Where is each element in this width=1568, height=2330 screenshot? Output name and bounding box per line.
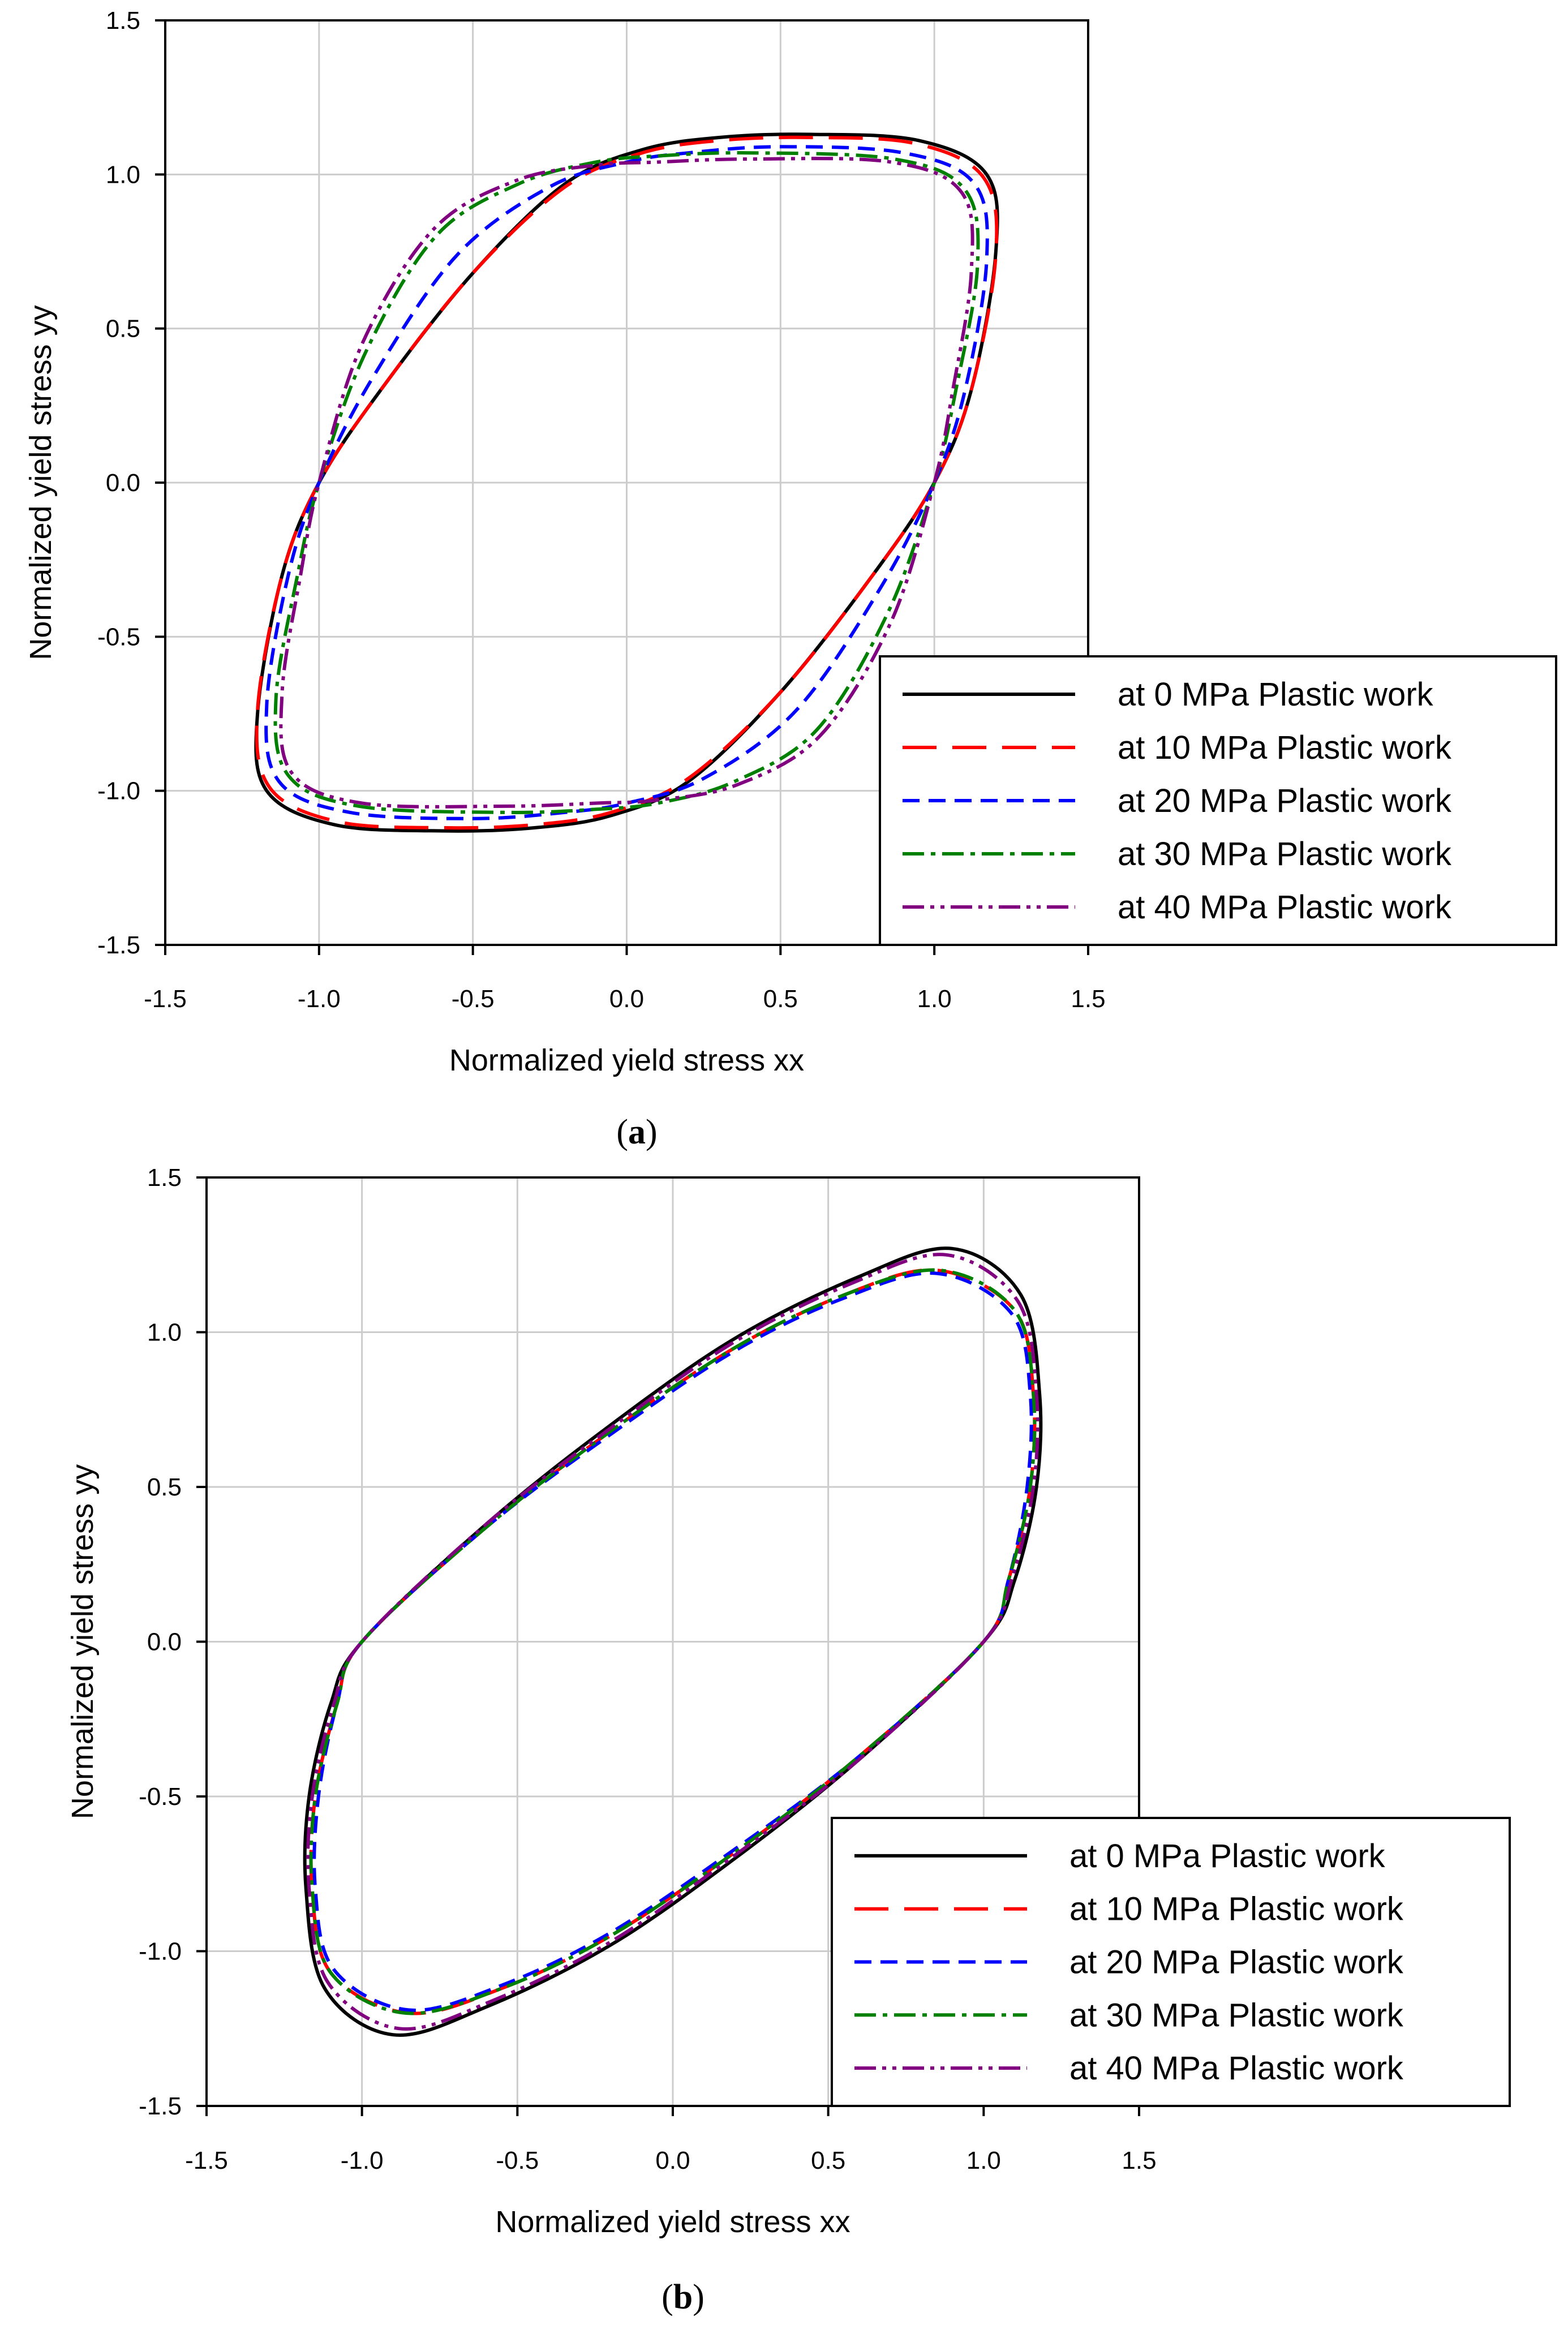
x-tick-label: 0.0 [655, 2147, 690, 2174]
legend-label-2: at 20 MPa Plastic work [1069, 1944, 1404, 1981]
series-line-4 [279, 157, 974, 809]
y-tick-label: -1.0 [97, 777, 140, 805]
chart-panel-a: -1.5 -1.0 -0.5 0.0 0.5 1.0 1.5 -1.5 -1.0 -0.5 0.0 0… [24, 7, 1557, 1151]
y-tick-label: 0.0 [106, 469, 140, 497]
x-tick-label: 1.5 [1071, 985, 1105, 1013]
x-axis-title: Normalized yield stress xx [495, 2205, 850, 2239]
y-tick-label: 1.0 [106, 161, 140, 188]
legend-label-3: at 30 MPa Plastic work [1069, 1997, 1404, 2034]
series-line-4 [306, 1253, 1039, 2031]
legend: at 0 MPa Plastic work at 10 MPa Plastic w… [879, 655, 1557, 946]
x-tick-label: -1.5 [185, 2147, 228, 2174]
y-tick-label: 0.5 [106, 315, 140, 343]
series-group [254, 132, 999, 833]
legend-label-0: at 0 MPa Plastic work [1118, 676, 1434, 713]
x-tick-label: -0.5 [496, 2147, 539, 2174]
y-tick-label: -1.0 [139, 1938, 182, 1966]
series-line-3 [309, 1268, 1037, 2015]
x-tick-label: 0.5 [763, 985, 798, 1013]
legend-label-0: at 0 MPa Plastic work [1069, 1838, 1386, 1875]
panel-caption: (b) [661, 2278, 704, 2316]
y-tick-label: -0.5 [97, 623, 140, 651]
y-tick-label: -0.5 [139, 1783, 182, 1811]
y-tick-label: 0.5 [147, 1473, 182, 1501]
legend-label-4: at 40 MPa Plastic work [1069, 2050, 1404, 2087]
legend-label-4: at 40 MPa Plastic work [1118, 889, 1452, 926]
legend-label-1: at 10 MPa Plastic work [1069, 1891, 1404, 1928]
y-tick-label: 1.0 [147, 1319, 182, 1347]
x-tick-label: 0.5 [811, 2147, 845, 2174]
legend-label-2: at 20 MPa Plastic work [1118, 783, 1452, 819]
series-group [303, 1246, 1043, 2037]
y-tick-label: 1.5 [106, 7, 140, 35]
x-tick-label: -1.5 [144, 985, 187, 1013]
y-axis-title: Normalized yield stress yy [24, 305, 58, 660]
y-tick-label: -1.5 [97, 931, 140, 959]
legend-label-1: at 10 MPa Plastic work [1118, 729, 1452, 766]
y-tick-label: -1.5 [139, 2092, 182, 2120]
legend: at 0 MPa Plastic work at 10 MPa Plastic w… [831, 1817, 1511, 2107]
x-axis-title: Normalized yield stress xx [449, 1043, 804, 1077]
series-line-2 [312, 1271, 1033, 2012]
series-line-2 [264, 145, 989, 820]
x-tick-label: 1.0 [917, 985, 952, 1013]
y-tick-label: 1.5 [147, 1164, 182, 1192]
x-tick-label: 1.0 [966, 2147, 1001, 2174]
y-tick-label: 0.0 [147, 1628, 182, 1656]
x-tick-label: 0.0 [609, 985, 644, 1013]
chart-panel-b: -1.5 -1.0 -0.5 0.0 0.5 1.0 1.5 -1.5 -1.0 -0.5 0.0 0… [66, 1164, 1511, 2316]
x-tick-label: -0.5 [452, 985, 495, 1013]
x-tick-label: -1.0 [341, 2147, 384, 2174]
y-axis-title: Normalized yield stress yy [66, 1464, 100, 1819]
x-tick-label: -1.0 [298, 985, 341, 1013]
x-tick-label: 1.5 [1122, 2147, 1156, 2174]
legend-label-3: at 30 MPa Plastic work [1118, 836, 1452, 872]
panel-caption: (a) [616, 1113, 657, 1151]
